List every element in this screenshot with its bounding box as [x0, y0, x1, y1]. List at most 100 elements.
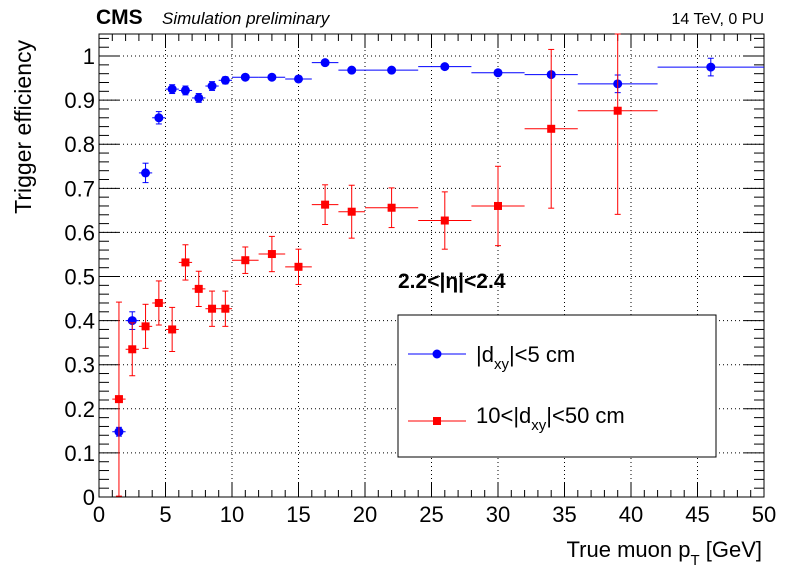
legend-entry-blue: |dxy|<5 cm — [408, 342, 575, 373]
point-marker-square — [613, 106, 622, 115]
point-marker-circle — [440, 62, 450, 72]
x-tick-label: 0 — [93, 502, 105, 527]
data-point — [232, 72, 259, 82]
data-point — [577, 33, 658, 215]
legend-label-blue: |dxy|<5 cm — [476, 342, 575, 373]
region-label: 2.2<|η|<2.4 — [398, 270, 506, 293]
point-marker-square — [347, 207, 356, 216]
point-marker-circle — [267, 72, 277, 82]
legend-marker-circle — [432, 349, 442, 359]
point-marker-circle — [180, 85, 190, 95]
y-tick-label: 0.6 — [64, 220, 95, 245]
legend: |dxy|<5 cm 10<|dxy|<50 cm — [397, 314, 717, 458]
data-point — [285, 248, 312, 285]
x-tick-label: 50 — [752, 502, 776, 527]
point-marker-circle — [240, 72, 250, 82]
point-marker-square — [387, 203, 396, 212]
point-marker-square — [168, 325, 177, 334]
axes: 0 5 10 15 20 25 30 35 40 45 50 0 0.1 0.2 0.3 0.4 0.5 0.6 0… — [64, 33, 776, 527]
data-point — [125, 322, 139, 377]
data-point — [192, 270, 206, 308]
legend-label-red: 10<|dxy|<50 cm — [476, 403, 625, 434]
plot-frame — [98, 33, 765, 498]
data-point — [192, 93, 206, 103]
x-tick-label: 40 — [619, 502, 643, 527]
data-point — [285, 74, 312, 84]
x-tick-label: 30 — [486, 502, 510, 527]
data-point — [418, 191, 472, 250]
data-point — [365, 65, 419, 75]
point-marker-circle — [141, 168, 151, 178]
data-point — [258, 235, 286, 273]
y-axis-title: Trigger efficiency — [10, 40, 36, 214]
data-point — [178, 244, 193, 281]
x-tick-label: 20 — [353, 502, 377, 527]
y-tick-label: 0.1 — [64, 441, 95, 466]
data-point — [138, 303, 153, 349]
point-marker-square — [208, 304, 217, 313]
point-marker-square — [294, 262, 303, 271]
data-point — [338, 184, 365, 239]
data-point — [152, 280, 166, 326]
x-tick-label: 10 — [220, 502, 244, 527]
experiment-label: CMS — [96, 6, 143, 29]
data-point — [178, 85, 193, 96]
point-marker-square — [440, 216, 449, 225]
point-marker-square — [114, 395, 123, 404]
data-point — [258, 72, 286, 82]
point-marker-circle — [706, 62, 716, 72]
y-tick-label: 0.2 — [64, 397, 95, 422]
x-tick-label: 25 — [419, 502, 443, 527]
y-tick-label: 0.7 — [64, 176, 95, 201]
point-marker-square — [547, 124, 556, 133]
point-marker-square — [141, 322, 150, 331]
y-tick-label: 0.5 — [64, 265, 95, 290]
x-tick-label: 5 — [159, 502, 171, 527]
data-series — [112, 33, 764, 497]
y-tick-label: 0.8 — [64, 132, 95, 157]
point-marker-square — [181, 258, 190, 267]
point-marker-circle — [194, 93, 204, 103]
energy-label: 14 TeV, 0 PU — [671, 11, 764, 28]
x-tick-label: 45 — [685, 502, 709, 527]
point-marker-square — [154, 298, 163, 307]
point-marker-square — [494, 201, 502, 210]
legend-box — [397, 314, 717, 458]
data-point — [311, 184, 339, 225]
data-point — [112, 301, 126, 497]
point-marker-circle — [154, 113, 164, 123]
data-point — [657, 57, 764, 77]
point-marker-circle — [207, 81, 217, 91]
point-marker-square — [221, 304, 230, 313]
point-marker-circle — [294, 74, 303, 84]
data-point — [232, 246, 259, 274]
point-marker-circle — [320, 58, 330, 68]
point-marker-square — [321, 200, 330, 209]
data-point — [205, 81, 219, 91]
point-marker-circle — [347, 65, 357, 75]
y-tick-label: 1 — [83, 44, 95, 69]
data-point — [471, 68, 525, 78]
data-point — [165, 84, 179, 95]
x-tick-label: 35 — [552, 502, 576, 527]
data-point — [152, 111, 166, 125]
point-marker-square — [194, 284, 203, 293]
data-point — [524, 48, 578, 209]
x-tick-label: 15 — [286, 502, 310, 527]
data-point — [365, 187, 419, 229]
legend-marker-square — [433, 417, 441, 425]
data-point — [471, 165, 525, 247]
data-point — [218, 290, 232, 327]
y-tick-label: 0 — [83, 485, 95, 510]
x-axis-title: True muon pT [GeV] — [567, 537, 762, 569]
y-tick-label: 0.9 — [64, 88, 95, 113]
y-tick-label: 0.3 — [64, 353, 95, 378]
y-tick-label: 0.4 — [64, 309, 95, 334]
point-marker-circle — [167, 84, 177, 94]
series-red — [112, 33, 658, 497]
data-point — [218, 75, 232, 85]
data-point — [205, 290, 219, 327]
point-marker-circle — [493, 68, 503, 78]
experiment-sub-label: Simulation preliminary — [162, 9, 331, 28]
